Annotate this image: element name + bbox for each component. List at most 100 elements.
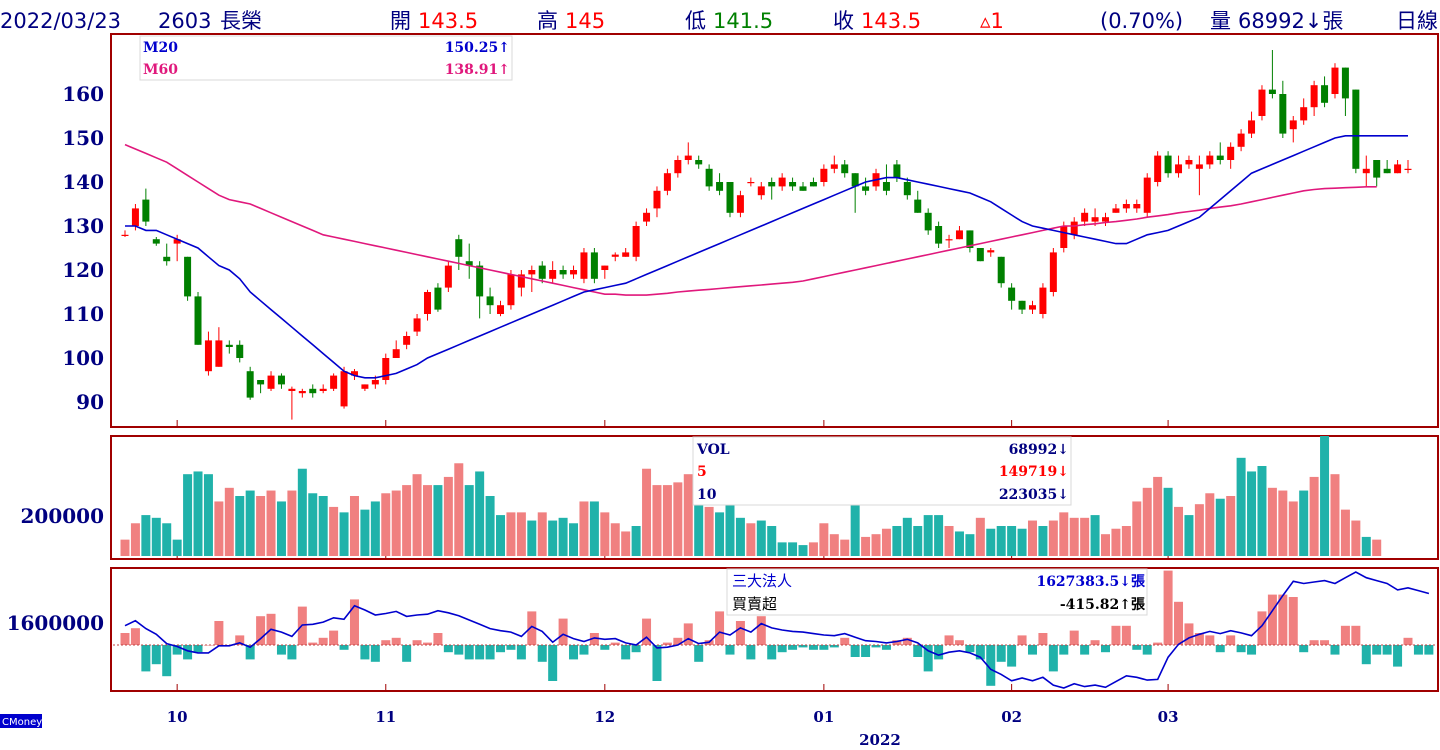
candle-body-56 (705, 168, 713, 187)
candle-28 (413, 314, 421, 336)
inst-axis-label: 1600000 (7, 611, 104, 635)
candle-100 (1164, 151, 1172, 178)
candle-21 (340, 366, 348, 409)
close-value: 143.5 (861, 9, 921, 33)
brand-badge: CMoney (0, 714, 42, 728)
inst-bar-70 (850, 645, 860, 657)
candle-20 (330, 373, 338, 391)
volume-bar-64 (788, 542, 798, 556)
volume-bar-86 (1017, 528, 1027, 556)
volume-bar-79 (944, 526, 954, 556)
candle-70 (851, 173, 859, 213)
volume-bar-82 (975, 517, 985, 556)
candle-25 (382, 353, 390, 385)
inst-bar-36 (496, 645, 506, 653)
candle-body-1 (131, 208, 139, 226)
m20-line (125, 135, 1408, 379)
inst-bar-99 (1153, 642, 1163, 645)
candle-112 (1289, 116, 1297, 143)
x-label-01: 01 (813, 708, 834, 726)
candle-75 (903, 177, 911, 200)
candle-body-58 (726, 182, 734, 213)
volume-bar-45 (589, 501, 599, 556)
candle-109 (1258, 85, 1266, 121)
candle-body-48 (622, 252, 630, 257)
inst-bar-55 (694, 645, 704, 662)
candle-body-68 (830, 164, 838, 169)
candle-body-76 (914, 199, 922, 213)
open-label: 開 (390, 9, 411, 33)
candle-37 (507, 270, 515, 310)
candle-body-74 (893, 164, 901, 178)
inst-bar-104 (1205, 635, 1215, 645)
candle-31 (444, 261, 452, 292)
candle-4 (163, 243, 171, 266)
candle-22 (350, 369, 358, 380)
inst-bar-7 (193, 645, 203, 653)
candle-78 (935, 221, 943, 248)
volume-bar-48 (621, 531, 631, 556)
volume-bar-71 (861, 536, 871, 556)
candle-body-5 (173, 239, 181, 244)
inst-bar-98 (1142, 645, 1152, 655)
candle-103 (1195, 155, 1203, 196)
candle-body-22 (350, 371, 358, 376)
volume-bar-17 (297, 468, 307, 556)
candle-body-10 (225, 344, 233, 347)
volume-bar-75 (902, 517, 912, 556)
inst-cumulative-line (124, 571, 1430, 689)
candle-body-54 (684, 155, 692, 160)
candle-body-60 (747, 182, 755, 184)
candle-36 (497, 300, 505, 317)
volume-bar-97 (1132, 501, 1142, 556)
volume-bar-5 (172, 539, 182, 556)
inst-bar-78 (934, 645, 944, 660)
inst-bar-4 (162, 645, 172, 677)
volume-bar-103 (1194, 504, 1204, 556)
candle-76 (914, 190, 922, 213)
low-value: 141.5 (713, 9, 773, 33)
candle-body-82 (976, 248, 984, 262)
volume-bar-94 (1101, 534, 1111, 556)
m20-legend-value: 150.25↑ (445, 40, 510, 56)
inst-bar-112 (1288, 597, 1298, 645)
candle-52 (663, 168, 671, 196)
volume-bar-108 (1247, 471, 1257, 556)
candle-body-29 (423, 292, 431, 314)
candle-108 (1248, 111, 1256, 138)
inst-bar-76 (913, 645, 923, 657)
candle-26 (392, 340, 400, 358)
ma5-legend-label: 5 (697, 464, 707, 480)
candle-body-75 (903, 182, 911, 196)
candle-body-61 (757, 186, 765, 196)
candle-body-85 (1008, 287, 1016, 301)
price-tick-100: 100 (62, 346, 104, 370)
candle-34 (476, 261, 484, 319)
volume-bar-51 (652, 485, 662, 556)
inst-legend-title: 三大法人 (732, 572, 792, 590)
candle-106 (1227, 142, 1235, 169)
inst-legend-sub: 買賣超 (732, 595, 777, 613)
inst-bar-9 (214, 621, 224, 645)
candle-body-46 (601, 265, 609, 270)
candle-body-15 (277, 375, 285, 385)
inst-bar-113 (1299, 645, 1309, 653)
inst-bar-120 (1372, 645, 1382, 655)
candle-102 (1185, 155, 1193, 169)
volume-bar-101 (1174, 506, 1184, 556)
candle-62 (768, 177, 776, 200)
candle-body-86 (1018, 300, 1026, 310)
candle-body-24 (371, 380, 379, 385)
candle-body-11 (236, 344, 244, 358)
candle-121 (1383, 160, 1391, 174)
price-tick-120: 120 (62, 258, 104, 282)
x-axis-labels: 10 11 12 01 02 03 (167, 708, 1179, 726)
inst-bar-64 (788, 645, 798, 650)
inst-bar-96 (1121, 625, 1131, 645)
candle-69 (841, 160, 849, 178)
candle-99 (1154, 151, 1162, 187)
volume-bar-46 (600, 512, 610, 556)
candle-86 (1018, 300, 1026, 314)
inst-bar-121 (1382, 645, 1392, 655)
candle-body-12 (246, 371, 254, 398)
